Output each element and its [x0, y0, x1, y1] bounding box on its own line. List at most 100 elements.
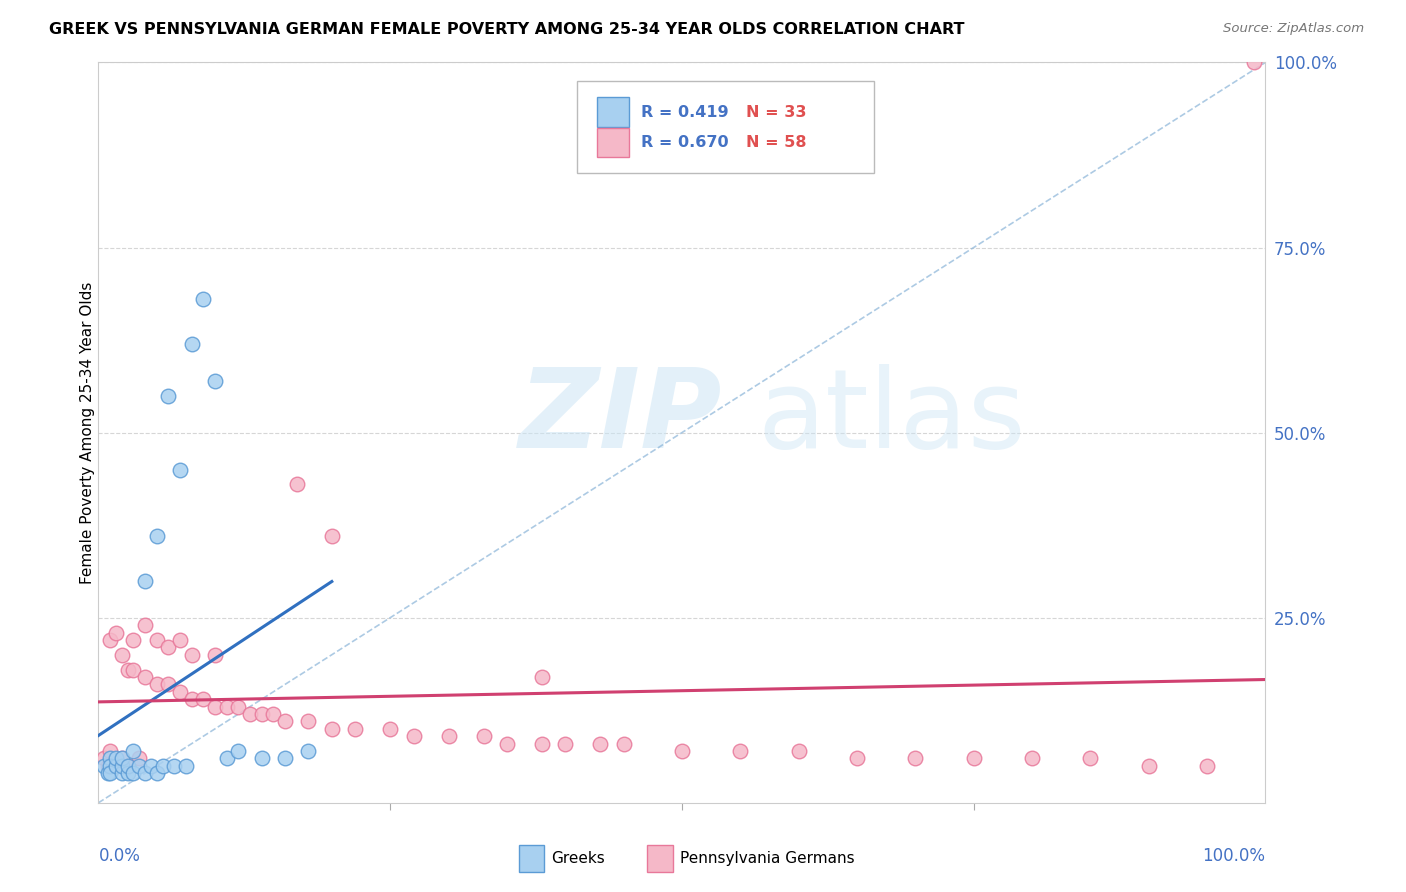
Point — [228, 699, 250, 714]
Point — [104, 625, 127, 640]
Point — [157, 677, 180, 691]
Point — [274, 751, 297, 765]
Point — [146, 632, 169, 647]
Point — [262, 706, 284, 721]
Point — [122, 744, 145, 758]
Point — [180, 648, 202, 662]
Point — [97, 758, 120, 772]
Point — [380, 722, 402, 736]
Point — [93, 751, 115, 765]
Point — [1137, 758, 1160, 772]
Point — [128, 751, 150, 765]
Point — [239, 706, 262, 721]
Text: 0.0%: 0.0% — [98, 847, 141, 865]
Point — [128, 758, 150, 772]
Point — [228, 744, 250, 758]
Point — [297, 714, 319, 729]
Point — [846, 751, 869, 765]
Text: R = 0.670: R = 0.670 — [641, 135, 728, 150]
Point — [134, 618, 156, 632]
Point — [496, 737, 519, 751]
Point — [139, 758, 162, 772]
Point — [1021, 751, 1043, 765]
Text: N = 33: N = 33 — [747, 104, 807, 120]
Point — [344, 722, 367, 736]
Point — [215, 751, 238, 765]
Text: Greeks: Greeks — [551, 851, 605, 866]
Point — [1243, 55, 1265, 70]
Point — [93, 758, 115, 772]
Point — [97, 766, 120, 780]
Text: R = 0.419: R = 0.419 — [641, 104, 728, 120]
Y-axis label: Female Poverty Among 25-34 Year Olds: Female Poverty Among 25-34 Year Olds — [80, 282, 94, 583]
Point — [250, 706, 273, 721]
Point — [1080, 751, 1102, 765]
Point — [98, 744, 121, 758]
Point — [204, 648, 226, 662]
Point — [111, 648, 134, 662]
Point — [134, 574, 156, 588]
Point — [321, 722, 343, 736]
Text: atlas: atlas — [758, 364, 1026, 471]
Point — [146, 677, 169, 691]
Point — [117, 758, 139, 772]
Point — [122, 632, 145, 647]
Bar — [596, 128, 630, 157]
Point — [297, 744, 319, 758]
Point — [671, 744, 693, 758]
Point — [98, 632, 121, 647]
Point — [787, 744, 810, 758]
Point — [98, 758, 121, 772]
Point — [157, 388, 180, 402]
Text: Source: ZipAtlas.com: Source: ZipAtlas.com — [1223, 22, 1364, 36]
Point — [530, 737, 553, 751]
Point — [1195, 758, 1218, 772]
Text: GREEK VS PENNSYLVANIA GERMAN FEMALE POVERTY AMONG 25-34 YEAR OLDS CORRELATION CH: GREEK VS PENNSYLVANIA GERMAN FEMALE POVE… — [49, 22, 965, 37]
Point — [134, 670, 156, 684]
Point — [730, 744, 752, 758]
Point — [98, 751, 121, 765]
Point — [962, 751, 984, 765]
Point — [117, 663, 139, 677]
Bar — [519, 845, 544, 871]
Text: 100.0%: 100.0% — [1202, 847, 1265, 865]
Point — [169, 632, 191, 647]
Point — [104, 758, 127, 772]
Point — [111, 758, 134, 772]
FancyBboxPatch shape — [576, 81, 875, 173]
Point — [204, 699, 226, 714]
Point — [146, 529, 169, 543]
Text: Pennsylvania Germans: Pennsylvania Germans — [679, 851, 855, 866]
Point — [174, 758, 197, 772]
Point — [146, 766, 169, 780]
Text: ZIP: ZIP — [519, 364, 723, 471]
Point — [117, 766, 139, 780]
Point — [402, 729, 425, 743]
Point — [169, 462, 191, 476]
Point — [437, 729, 460, 743]
Point — [285, 477, 308, 491]
Point — [152, 758, 174, 772]
Point — [111, 751, 134, 765]
Point — [122, 663, 145, 677]
Point — [134, 766, 156, 780]
Point — [163, 758, 186, 772]
Point — [111, 751, 134, 765]
Point — [193, 692, 215, 706]
Point — [613, 737, 636, 751]
Point — [104, 751, 127, 765]
Bar — [596, 97, 630, 127]
Point — [215, 699, 238, 714]
Point — [117, 758, 139, 772]
Text: N = 58: N = 58 — [747, 135, 807, 150]
Point — [169, 685, 191, 699]
Point — [530, 670, 553, 684]
Point — [104, 758, 127, 772]
Point — [122, 766, 145, 780]
Point — [904, 751, 927, 765]
Bar — [647, 845, 672, 871]
Point — [193, 293, 215, 307]
Point — [180, 692, 202, 706]
Point — [589, 737, 612, 751]
Point — [98, 766, 121, 780]
